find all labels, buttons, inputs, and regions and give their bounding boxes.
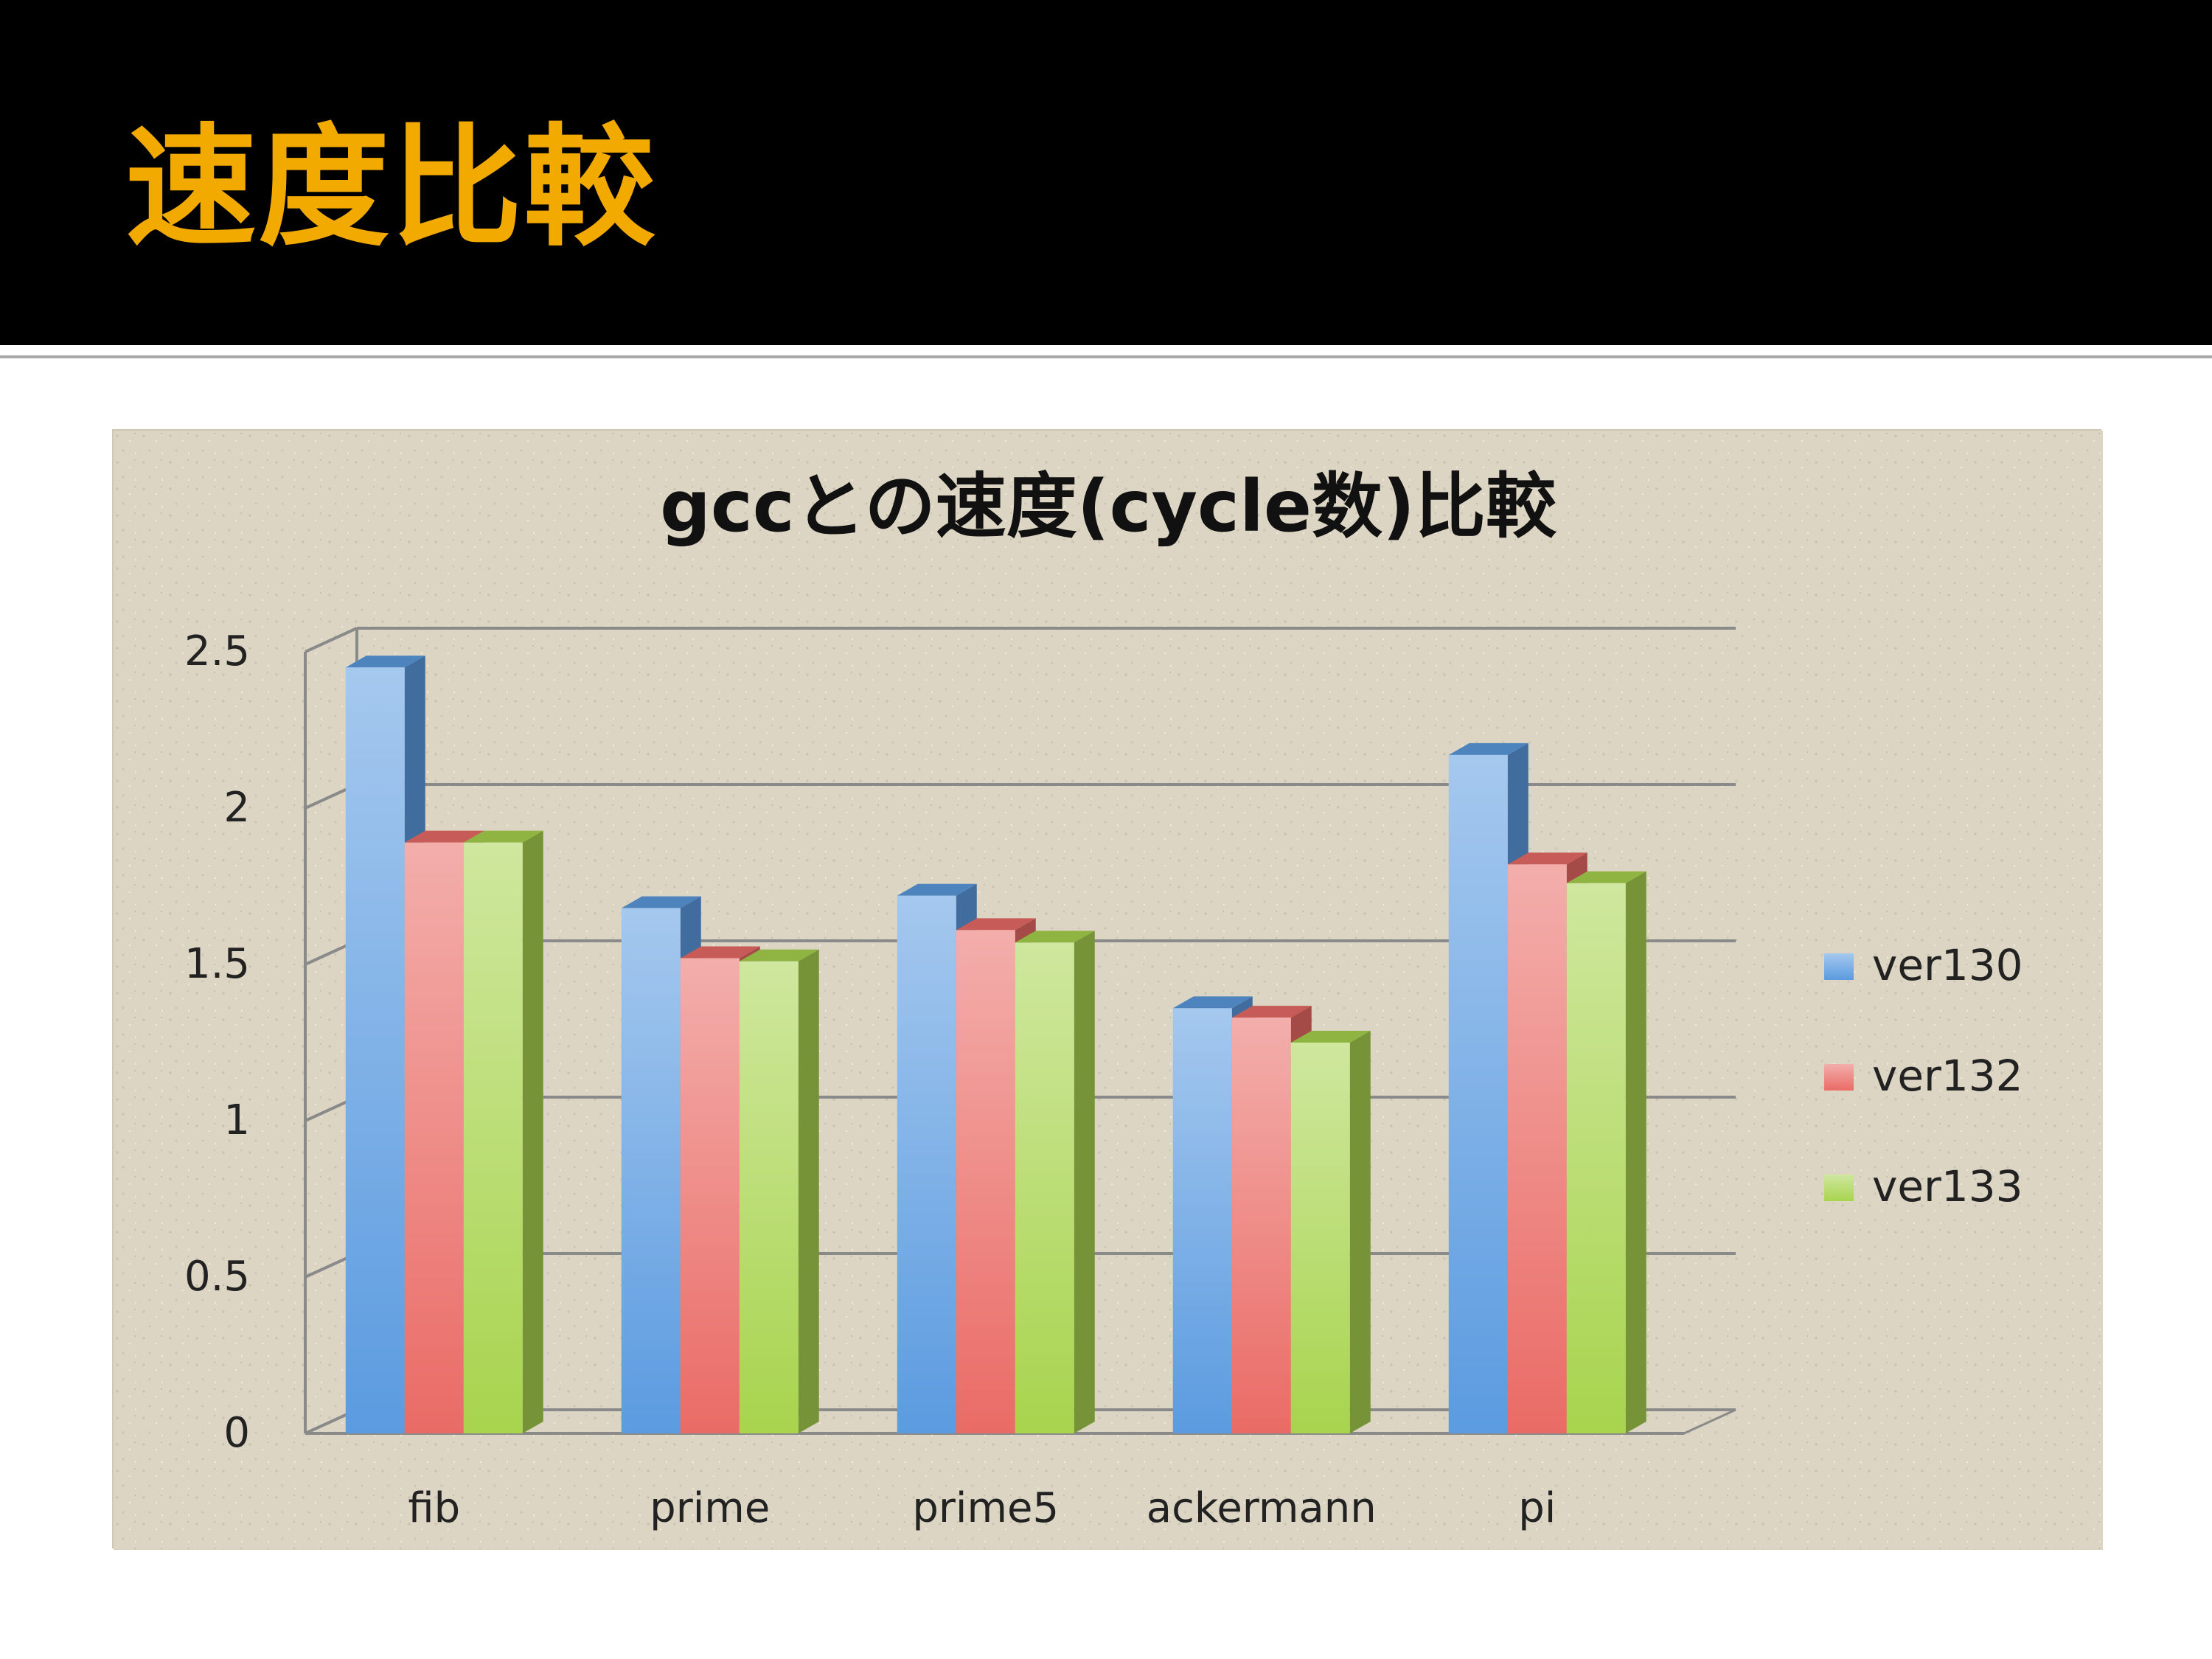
bar-side — [1349, 1031, 1371, 1433]
bar-top — [1448, 742, 1528, 755]
header-band — [0, 0, 2212, 345]
x-tick-label: ackermann — [1147, 1484, 1377, 1532]
bar — [1172, 1008, 1232, 1433]
bar — [1231, 1018, 1291, 1433]
bar — [404, 842, 464, 1433]
bar-top — [1507, 852, 1587, 865]
y-tick-label: 2 — [223, 784, 250, 832]
bar-top — [897, 883, 977, 896]
bar — [956, 930, 1015, 1433]
bar-top — [1231, 1006, 1312, 1018]
legend-swatch — [1824, 1175, 1854, 1201]
chart: 0 0.5 1 1.5 2 2.5 fib prime prime5 ackermann pi ve… — [114, 431, 2103, 1550]
slide-title: 速度比較 — [125, 111, 656, 264]
bar — [1448, 754, 1508, 1433]
legend-swatch — [1824, 953, 1854, 980]
bar — [739, 961, 799, 1433]
bar — [463, 842, 523, 1433]
bar-side — [798, 949, 819, 1433]
bar-top — [404, 830, 484, 843]
chart-frame: 0 0.5 1 1.5 2 2.5 fib prime prime5 ackermann pi ve… — [112, 429, 2103, 1550]
bar-top — [956, 918, 1036, 931]
gridline-diagonal — [305, 627, 358, 653]
header-divider — [0, 355, 2212, 358]
bar-top — [621, 896, 701, 908]
bar — [680, 958, 740, 1433]
y-tick-label: 1.5 — [184, 940, 250, 988]
y-tick-label: 0.5 — [184, 1253, 250, 1301]
bar — [345, 667, 405, 1434]
bar — [1566, 883, 1626, 1433]
bar-top — [345, 655, 425, 668]
bar — [1015, 942, 1074, 1433]
y-tick-label: 1 — [223, 1096, 250, 1144]
bar-top — [1566, 871, 1646, 883]
chart-title: gccとの速度(cycle数)比較 — [660, 465, 1557, 548]
legend-label: ver130 — [1872, 940, 2023, 990]
bar-top — [1172, 996, 1253, 1009]
bar — [897, 895, 956, 1433]
legend-label: ver133 — [1872, 1161, 2023, 1211]
y-tick-label: 2.5 — [184, 627, 250, 675]
x-tick-label: fib — [408, 1484, 460, 1532]
x-tick-label: prime5 — [912, 1484, 1059, 1532]
bar-side — [1625, 871, 1646, 1433]
x-tick-label: pi — [1518, 1484, 1556, 1532]
bar-top — [680, 946, 760, 959]
y-tick-label: 0 — [223, 1409, 250, 1457]
bar — [1290, 1043, 1350, 1433]
bar-top — [739, 949, 819, 961]
bar-side — [1074, 931, 1095, 1433]
legend-swatch — [1824, 1064, 1854, 1091]
legend-label: ver132 — [1872, 1051, 2023, 1101]
bar — [1507, 864, 1567, 1433]
bar-side — [522, 830, 543, 1433]
bar-top — [1290, 1031, 1371, 1043]
bar — [621, 908, 681, 1433]
bar-top — [1015, 931, 1095, 943]
x-tick-label: prime — [650, 1484, 770, 1532]
bar-top — [463, 830, 543, 843]
